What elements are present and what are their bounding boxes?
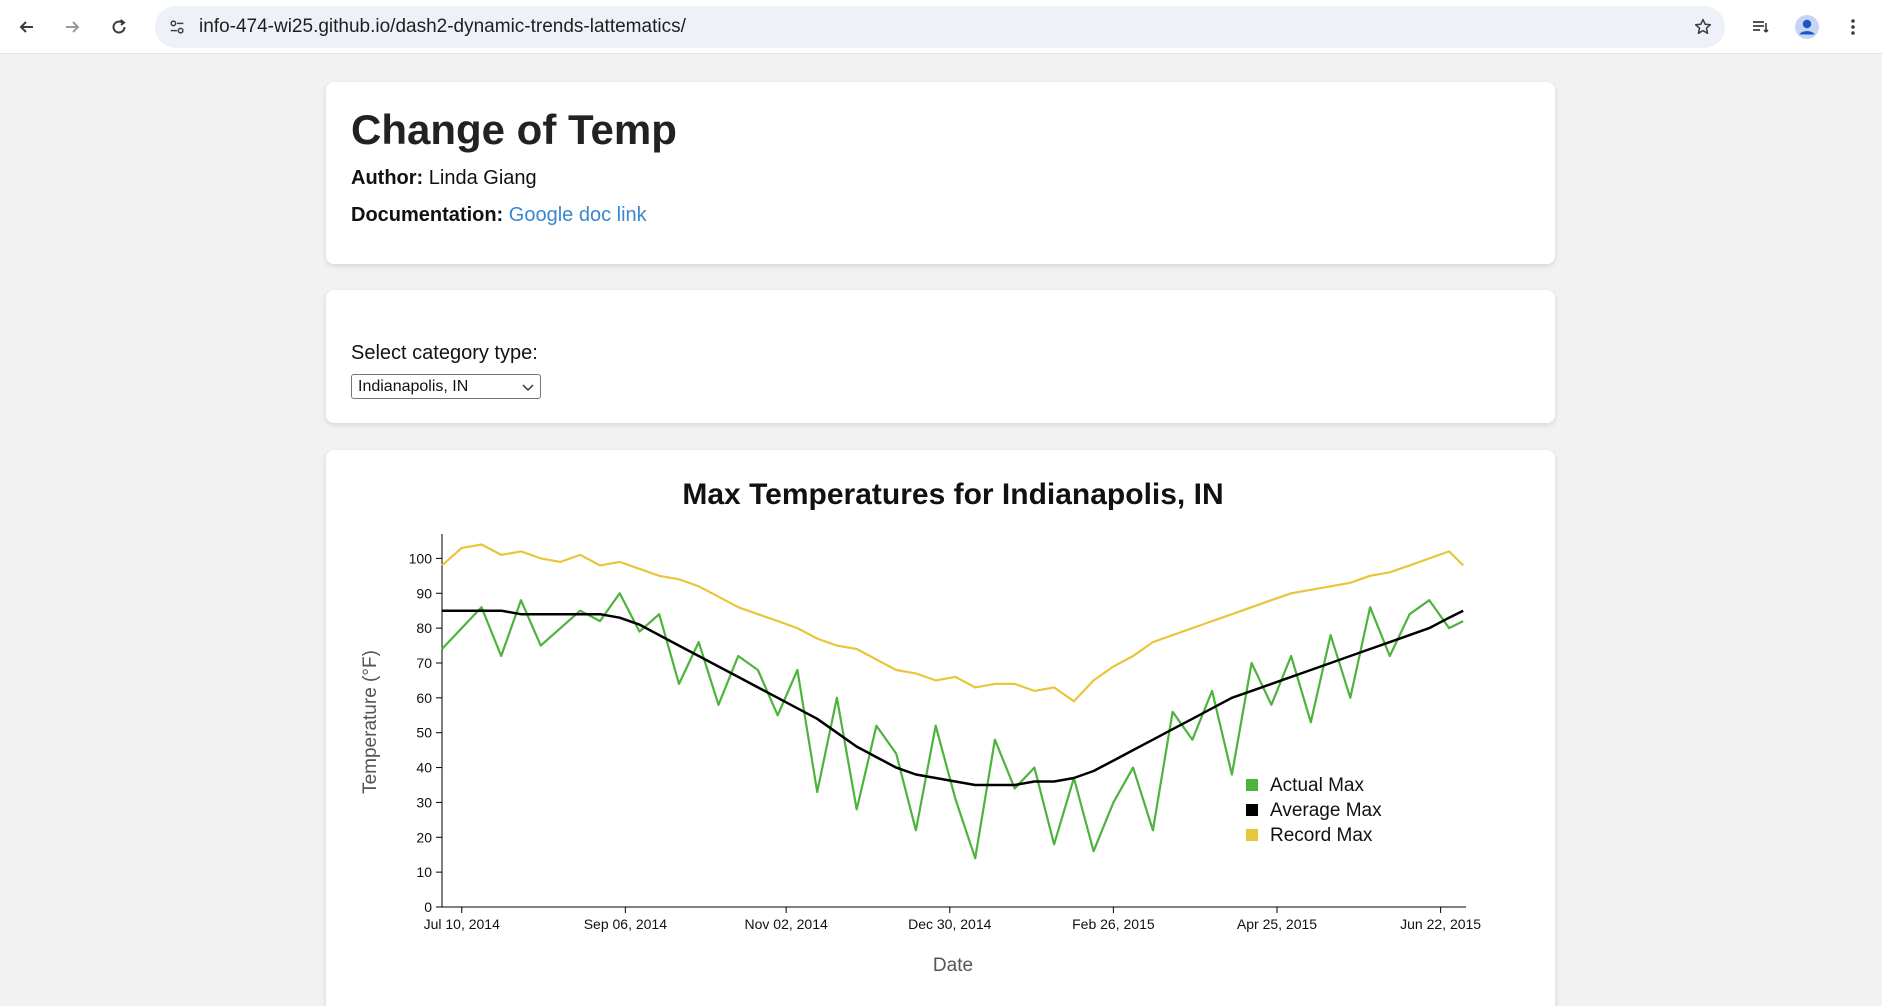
author-label: Author:	[351, 167, 424, 189]
y-tick-label: 70	[416, 655, 432, 671]
google-doc-link[interactable]: Google doc link	[508, 204, 647, 226]
chart-card: Max Temperatures for Indianapolis, IN 0 1…	[326, 450, 1555, 1006]
legend-label: Average Max	[1270, 800, 1382, 821]
category-select[interactable]: Indianapolis, IN	[351, 374, 541, 399]
y-tick-label: 10	[416, 864, 432, 880]
select-value: Indianapolis, IN	[358, 378, 469, 395]
y-tick-label: 30	[416, 794, 432, 810]
temperature-chart: Max Temperatures for Indianapolis, IN 0 1…	[360, 478, 1481, 976]
x-tick-label: Sep 06, 2014	[584, 916, 668, 932]
legend-swatch	[1246, 779, 1258, 791]
y-tick-label: 100	[409, 550, 433, 566]
chart-legend: Actual Max Average Max Record Max	[1246, 775, 1382, 846]
forward-arrow-icon	[66, 21, 80, 33]
reload-button[interactable]	[104, 12, 134, 42]
author-line: Author: Linda Giang	[351, 167, 537, 190]
y-axis: 0 10 20 30 40 50 60 70 80 90 100	[409, 534, 443, 915]
series-lines	[441, 543, 1464, 860]
x-tick-label: Feb 26, 2015	[1072, 916, 1155, 932]
chart-title: Max Temperatures for Indianapolis, IN	[682, 478, 1223, 511]
browser-toolbar: info-474-wi25.github.io/dash2-dynamic-tr…	[0, 0, 1882, 54]
legend-label: Actual Max	[1270, 775, 1364, 796]
page-title: Change of Temp	[351, 106, 677, 153]
y-axis-label: Temperature (°F)	[360, 650, 381, 794]
author-name: Linda Giang	[428, 167, 537, 189]
y-tick-label: 80	[416, 620, 432, 636]
x-axis-label: Date	[933, 955, 973, 976]
select-label: Select category type:	[351, 342, 538, 364]
legend-label: Record Max	[1270, 825, 1373, 846]
y-tick-label: 60	[416, 690, 432, 706]
header-card: Change of Temp Author: Linda Giang Docum…	[326, 82, 1555, 264]
actual-max-line	[441, 592, 1464, 860]
x-tick-label: Jul 10, 2014	[424, 916, 500, 932]
legend-swatch	[1246, 829, 1258, 841]
site-settings-icon[interactable]	[165, 15, 189, 39]
url-text[interactable]: info-474-wi25.github.io/dash2-dynamic-tr…	[199, 16, 686, 37]
chevron-down-icon	[522, 384, 534, 392]
more-menu-icon[interactable]	[1838, 12, 1868, 42]
y-tick-label: 50	[416, 725, 432, 741]
x-tick-label: Apr 25, 2015	[1237, 916, 1317, 932]
address-bar[interactable]: info-474-wi25.github.io/dash2-dynamic-tr…	[155, 6, 1725, 48]
legend-swatch	[1246, 804, 1258, 816]
y-tick-label: 0	[424, 899, 432, 915]
bookmark-star-icon[interactable]	[1691, 15, 1715, 39]
y-tick-label: 90	[416, 585, 432, 601]
documentation-label: Documentation:	[351, 204, 504, 226]
x-tick-label: Dec 30, 2014	[908, 916, 991, 932]
reading-list-icon[interactable]	[1746, 12, 1776, 42]
x-tick-label: Nov 02, 2014	[745, 916, 828, 932]
record-max-line	[441, 543, 1464, 703]
back-arrow-icon	[19, 21, 33, 33]
x-axis: Jul 10, 2014 Sep 06, 2014 Nov 02, 2014 Dec …	[424, 906, 1481, 932]
documentation-line: Documentation: Google doc link	[351, 204, 647, 227]
x-tick-label: Jun 22, 2015	[1400, 916, 1481, 932]
average-max-line	[442, 609, 1464, 787]
profile-avatar-icon[interactable]	[1792, 12, 1822, 42]
selector-card: Select category type: Indianapolis, IN	[326, 290, 1555, 423]
y-tick-label: 20	[416, 829, 432, 845]
back-button[interactable]	[12, 12, 42, 42]
forward-button[interactable]	[57, 12, 87, 42]
y-tick-label: 40	[416, 760, 432, 776]
reload-icon	[112, 19, 126, 34]
